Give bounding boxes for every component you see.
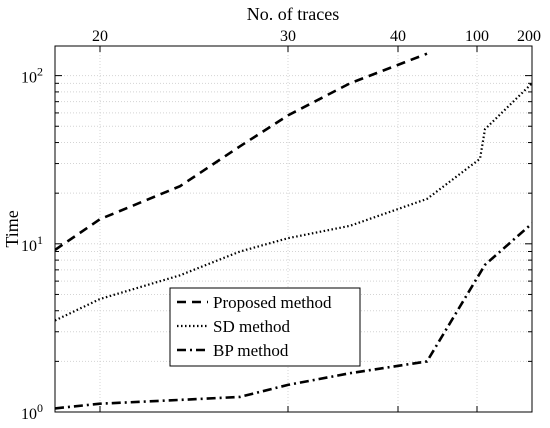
x-tick-label: 20 xyxy=(92,28,108,45)
series-lines xyxy=(55,52,532,410)
x-tick-labels: 20 30 40 100 200 xyxy=(92,28,541,45)
plot-frame xyxy=(54,45,533,413)
x-axis-label: No. of traces xyxy=(247,4,339,24)
y-tick-label: 100 xyxy=(21,401,43,423)
axis-ticks xyxy=(55,46,533,413)
legend-label-sd-method: SD method xyxy=(213,317,290,336)
legend: Proposed method SD method BP method xyxy=(169,287,361,367)
series-line-sd-method xyxy=(55,82,532,322)
y-tick-label: 102 xyxy=(21,65,43,87)
legend-label-bp-method: BP method xyxy=(213,341,289,360)
y-tick-labels: 100 101 102 xyxy=(21,65,43,423)
x-tick-label: 200 xyxy=(517,28,541,45)
series-line-bp-method xyxy=(55,222,532,410)
x-tick-label: 30 xyxy=(280,28,296,45)
legend-label-proposed-method: Proposed method xyxy=(213,293,332,312)
y-tick-label: 101 xyxy=(21,233,43,255)
x-tick-label: 40 xyxy=(390,28,406,45)
grid-lines xyxy=(55,46,532,412)
series-line-proposed-method xyxy=(55,52,428,251)
y-axis-label: Time xyxy=(2,210,22,247)
x-tick-label: 100 xyxy=(465,28,489,45)
